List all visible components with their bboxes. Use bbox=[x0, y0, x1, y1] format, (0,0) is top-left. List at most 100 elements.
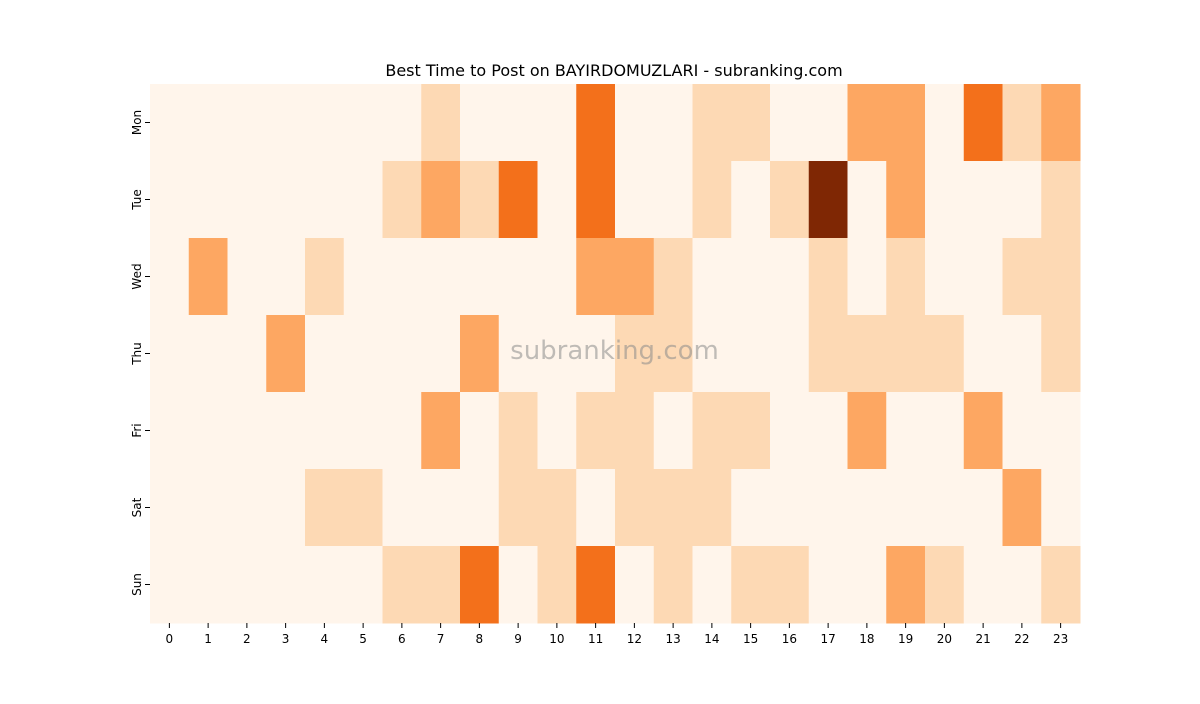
heatmap-cell-fri-13 bbox=[653, 392, 693, 470]
heatmap-cell-tue-22 bbox=[1002, 161, 1042, 239]
heatmap-cell-wed-22 bbox=[1002, 238, 1042, 316]
heatmap-cell-sun-5 bbox=[343, 546, 383, 624]
heatmap-cell-fri-17 bbox=[808, 392, 848, 470]
heatmap-cell-sat-16 bbox=[770, 469, 810, 547]
heatmap-cell-tue-11 bbox=[576, 161, 616, 239]
x-axis: 0 1 2 3 4 5 6 7 8 9 10 11 12 13 14 15 16 17 18 19 20 21 22 23 bbox=[166, 623, 1068, 646]
heatmap-cell-thu-11 bbox=[576, 315, 616, 393]
x-tick-label: 11 bbox=[588, 632, 603, 646]
heatmap-cell-sat-18 bbox=[847, 469, 887, 547]
heatmap-cell-sun-17 bbox=[808, 546, 848, 624]
heatmap-cell-wed-16 bbox=[770, 238, 810, 316]
heatmap-cell-mon-8 bbox=[460, 84, 500, 162]
y-tick-label: Wed bbox=[130, 263, 144, 289]
heatmap-cell-sun-3 bbox=[266, 546, 306, 624]
heatmap-cell-sat-4 bbox=[305, 469, 345, 547]
heatmap-cell-sat-13 bbox=[653, 469, 693, 547]
heatmap-cell-thu-0 bbox=[150, 315, 190, 393]
heatmap-cell-wed-2 bbox=[227, 238, 267, 316]
heatmap-cell-tue-2 bbox=[227, 161, 267, 239]
heatmap-cell-fri-22 bbox=[1002, 392, 1042, 470]
y-tick-label: Fri bbox=[130, 423, 144, 437]
x-tick-label: 2 bbox=[243, 632, 251, 646]
heatmap-cell-fri-4 bbox=[305, 392, 345, 470]
heatmap-cell-sun-20 bbox=[925, 546, 965, 624]
x-tick-label: 14 bbox=[704, 632, 719, 646]
heatmap-cell-mon-20 bbox=[925, 84, 965, 162]
heatmap-cell-fri-5 bbox=[343, 392, 383, 470]
heatmap-cell-wed-11 bbox=[576, 238, 616, 316]
heatmap-cell-wed-10 bbox=[537, 238, 577, 316]
heatmap-cell-tue-15 bbox=[731, 161, 771, 239]
heatmap-cell-thu-22 bbox=[1002, 315, 1042, 393]
heatmap-cell-mon-16 bbox=[770, 84, 810, 162]
x-tick-label: 18 bbox=[859, 632, 874, 646]
heatmap-cell-tue-13 bbox=[653, 161, 693, 239]
heatmap-cell-sun-14 bbox=[692, 546, 732, 624]
heatmap-cell-mon-4 bbox=[305, 84, 345, 162]
heatmap-cell-sun-23 bbox=[1041, 546, 1081, 624]
heatmap-cell-tue-12 bbox=[615, 161, 655, 239]
heatmap-cell-sat-3 bbox=[266, 469, 306, 547]
heatmap-cell-sat-6 bbox=[382, 469, 422, 547]
heatmap-cell-thu-21 bbox=[963, 315, 1003, 393]
heatmap-cell-sat-23 bbox=[1041, 469, 1081, 547]
heatmap-cell-thu-18 bbox=[847, 315, 887, 393]
x-tick-label: 1 bbox=[204, 632, 212, 646]
heatmap-cell-thu-13 bbox=[653, 315, 693, 393]
heatmap-cell-thu-14 bbox=[692, 315, 732, 393]
heatmap-cell-sun-19 bbox=[886, 546, 926, 624]
heatmap-cell-wed-19 bbox=[886, 238, 926, 316]
heatmap-cell-wed-0 bbox=[150, 238, 190, 316]
heatmap-cell-mon-7 bbox=[421, 84, 461, 162]
heatmap-cell-sun-15 bbox=[731, 546, 771, 624]
heatmap-cell-thu-23 bbox=[1041, 315, 1081, 393]
heatmap-cell-tue-20 bbox=[925, 161, 965, 239]
heatmap-cell-sun-4 bbox=[305, 546, 345, 624]
heatmap-cell-wed-5 bbox=[343, 238, 383, 316]
x-tick-label: 21 bbox=[975, 632, 990, 646]
heatmap-cell-mon-11 bbox=[576, 84, 616, 162]
heatmap-cell-wed-8 bbox=[460, 238, 500, 316]
heatmap-cell-thu-1 bbox=[188, 315, 228, 393]
heatmap-cell-sun-7 bbox=[421, 546, 461, 624]
heatmap-cell-sun-16 bbox=[770, 546, 810, 624]
heatmap-cell-mon-0 bbox=[150, 84, 190, 162]
x-tick-label: 10 bbox=[549, 632, 564, 646]
heatmap-cell-fri-19 bbox=[886, 392, 926, 470]
heatmap-cell-sun-11 bbox=[576, 546, 616, 624]
heatmap-cell-tue-9 bbox=[498, 161, 538, 239]
y-tick-label: Thu bbox=[130, 342, 144, 366]
heatmap-cell-tue-23 bbox=[1041, 161, 1081, 239]
heatmap-cell-sat-2 bbox=[227, 469, 267, 547]
heatmap-cell-tue-3 bbox=[266, 161, 306, 239]
heatmap-cell-wed-17 bbox=[808, 238, 848, 316]
heatmap-cell-mon-22 bbox=[1002, 84, 1042, 162]
heatmap-cell-fri-2 bbox=[227, 392, 267, 470]
x-tick-label: 22 bbox=[1014, 632, 1029, 646]
heatmap-cell-thu-3 bbox=[266, 315, 306, 393]
heatmap-cell-mon-5 bbox=[343, 84, 383, 162]
heatmap-cell-fri-10 bbox=[537, 392, 577, 470]
heatmap-cell-sun-9 bbox=[498, 546, 538, 624]
x-tick-label: 6 bbox=[398, 632, 406, 646]
heatmap-cell-mon-12 bbox=[615, 84, 655, 162]
heatmap-cell-fri-8 bbox=[460, 392, 500, 470]
y-tick-label: Sun bbox=[130, 573, 144, 596]
x-tick-label: 8 bbox=[476, 632, 484, 646]
heatmap-cell-fri-18 bbox=[847, 392, 887, 470]
heatmap-cell-wed-20 bbox=[925, 238, 965, 316]
x-tick-label: 9 bbox=[514, 632, 522, 646]
heatmap-cell-thu-17 bbox=[808, 315, 848, 393]
heatmap-cell-thu-7 bbox=[421, 315, 461, 393]
heatmap-cell-fri-21 bbox=[963, 392, 1003, 470]
heatmap-cell-sun-8 bbox=[460, 546, 500, 624]
heatmap-cell-thu-2 bbox=[227, 315, 267, 393]
heatmap-cell-mon-23 bbox=[1041, 84, 1081, 162]
heatmap-cell-sat-8 bbox=[460, 469, 500, 547]
heatmap-cell-wed-12 bbox=[615, 238, 655, 316]
heatmap-cell-tue-18 bbox=[847, 161, 887, 239]
heatmap-cells bbox=[150, 84, 1081, 624]
heatmap-cell-mon-10 bbox=[537, 84, 577, 162]
heatmap-cell-wed-18 bbox=[847, 238, 887, 316]
